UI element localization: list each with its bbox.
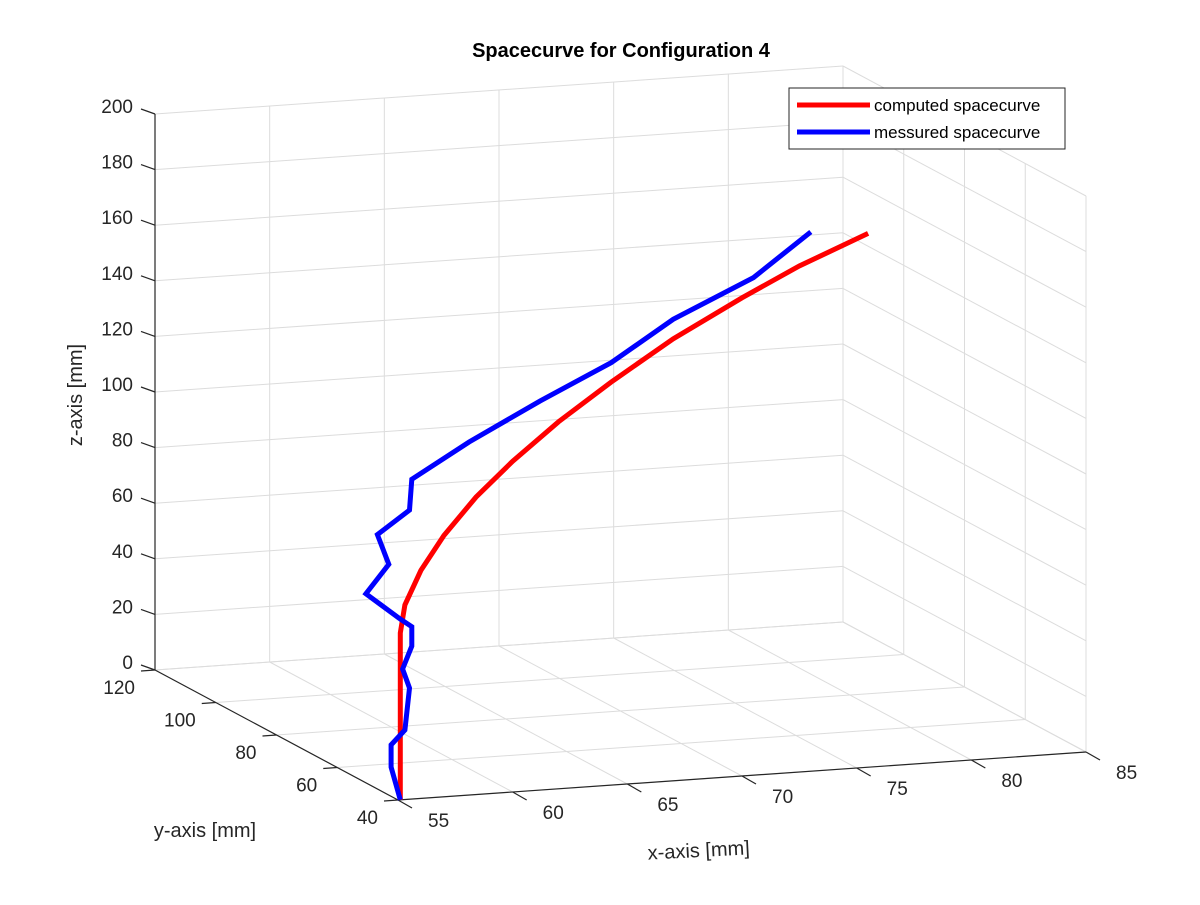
z-tick-mark [140, 275, 156, 282]
legend-label: computed spacecurve [874, 96, 1040, 115]
z-tick-mark [140, 108, 156, 115]
z-tick-label: 60 [112, 486, 133, 507]
z-tick-label: 120 [101, 319, 133, 340]
z-axis-label: z-axis [mm] [65, 344, 87, 446]
x-tick-mark [971, 759, 986, 769]
floor-gridline-y [337, 719, 1026, 768]
y-tick-mark [383, 799, 399, 802]
right-wall-gridline-z [842, 510, 1087, 642]
z-tick-mark [140, 664, 156, 671]
back-wall-gridline-z [154, 65, 844, 115]
right-wall-gridline-z [842, 399, 1087, 531]
right-wall-gridline-z [842, 176, 1087, 308]
right-wall-gridline-z [842, 287, 1087, 419]
z-tick-label: 160 [101, 208, 133, 229]
z-tick-label: 100 [101, 375, 133, 396]
y-tick-mark [201, 701, 216, 705]
x-tick-mark [741, 775, 757, 785]
z-tick-mark [140, 497, 156, 504]
z-tick-mark [140, 330, 156, 337]
legend-label: messured spacecurve [874, 123, 1040, 142]
x-tick-label: 60 [543, 803, 564, 824]
z-tick-label: 0 [122, 653, 133, 674]
floor-gridline-y [276, 686, 965, 736]
x-axis-label: x-axis [mm] [647, 837, 750, 864]
back-wall-gridline-z [154, 510, 844, 560]
x-tick-label: 80 [1001, 771, 1022, 792]
x-tick-label: 75 [887, 779, 908, 800]
back-wall-gridline-z [154, 343, 844, 393]
right-wall-gridline-z [842, 454, 1087, 586]
z-tick-mark [140, 553, 156, 560]
series-line [397, 231, 870, 800]
back-wall-gridline-z [154, 176, 844, 226]
x-tick-mark [856, 767, 871, 777]
z-tick-label: 20 [112, 597, 133, 618]
floor-gridline-y [215, 654, 904, 703]
axes-layer: 55 60 65 70 75 80 85 40 60 80 100 120 0 20 40 60 80 100 12… [101, 97, 1137, 832]
x-tick-mark [512, 791, 527, 801]
grid-layer [154, 65, 1087, 801]
right-wall-gridline-z [842, 232, 1087, 364]
back-wall-gridline-z [154, 621, 844, 671]
x-tick-mark [1085, 751, 1101, 761]
series-line [362, 229, 813, 801]
y-tick-label: 80 [235, 743, 256, 764]
x-tick-label: 85 [1116, 763, 1137, 784]
z-tick-mark [140, 219, 156, 226]
z-tick-label: 40 [112, 542, 133, 563]
y-tick-label: 40 [357, 808, 378, 829]
y-tick-mark [262, 734, 277, 737]
y-tick-mark [323, 766, 338, 770]
legend: computed spacecurve messured spacecurve [788, 87, 1066, 150]
x-tick-mark [397, 799, 413, 809]
back-wall-gridline-z [154, 454, 844, 504]
z-tick-mark [140, 164, 156, 171]
right-wall-gridline-z [842, 621, 1087, 753]
series-layer [362, 229, 870, 801]
y-axis-label: y-axis [mm] [154, 820, 256, 842]
z-tick-mark [140, 386, 156, 393]
z-tick-mark [140, 442, 156, 449]
y-tick-label: 100 [164, 711, 196, 732]
legend-box [788, 87, 1066, 150]
x-tick-label: 70 [772, 787, 793, 808]
back-wall-gridline-z [154, 287, 844, 337]
z-tick-label: 80 [112, 431, 133, 452]
y-tick-label: 60 [296, 776, 317, 797]
back-wall-gridline-z [154, 565, 844, 615]
legend-items: computed spacecurve messured spacecurve [797, 96, 1040, 142]
x-tick-mark [627, 783, 642, 793]
z-tick-label: 200 [101, 97, 133, 118]
z-tick-mark [140, 608, 156, 615]
back-wall-gridline-z [154, 121, 844, 171]
right-wall-gridline-z [842, 343, 1087, 475]
right-wall-gridline-z [842, 565, 1087, 697]
back-wall-gridline-z [154, 232, 844, 282]
z-tick-label: 180 [101, 153, 133, 174]
chart-title: Spacecurve for Configuration 4 [472, 40, 771, 62]
x-tick-label: 65 [657, 795, 678, 816]
z-tick-label: 140 [101, 264, 133, 285]
y-tick-label: 120 [103, 678, 135, 699]
x-tick-label: 55 [428, 811, 449, 832]
y-tick-mark [140, 669, 156, 672]
